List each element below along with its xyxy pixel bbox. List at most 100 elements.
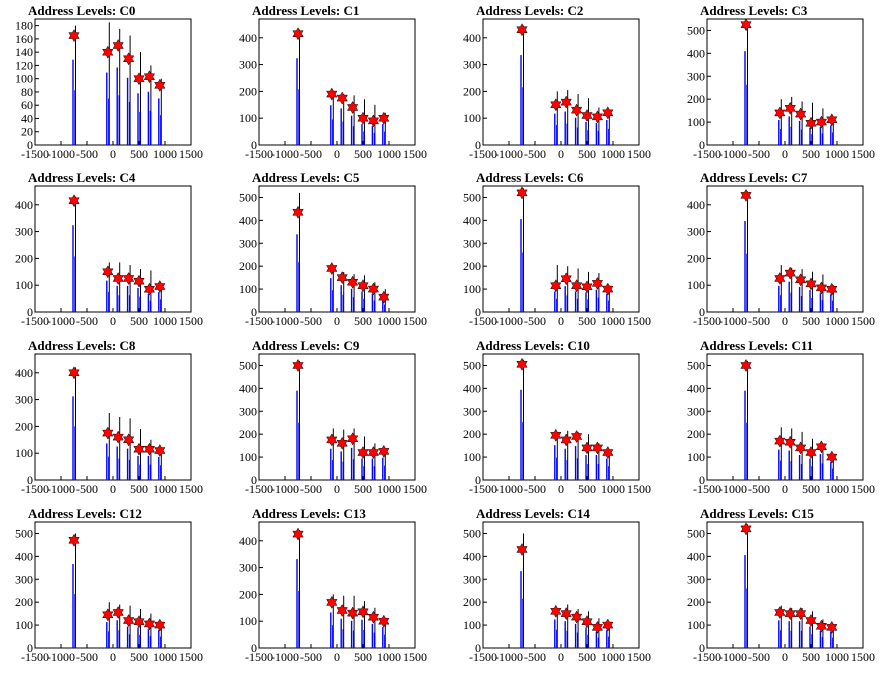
x-tick-label: 0 bbox=[782, 147, 788, 161]
y-tick-label: 0 bbox=[251, 641, 257, 655]
y-tick-label: 100 bbox=[687, 450, 705, 464]
x-tick-label: 1000 bbox=[601, 650, 625, 664]
peak-marker bbox=[805, 613, 817, 628]
y-tick-label: 200 bbox=[463, 84, 481, 98]
y-tick-label: 140 bbox=[15, 45, 33, 59]
peak-marker bbox=[826, 620, 838, 634]
x-tick-label: -500 bbox=[300, 147, 322, 161]
chart-title: Address Levels: C10 bbox=[476, 338, 590, 353]
x-tick-label: -1500 bbox=[21, 482, 49, 496]
chart-panel: Address Levels: C1 0 100 200 300 400 -1500-100… bbox=[239, 3, 427, 161]
peak-marker bbox=[367, 610, 380, 624]
x-tick-label: 1500 bbox=[851, 147, 875, 161]
peak-marker bbox=[581, 441, 593, 455]
y-tick-label: 80 bbox=[21, 85, 33, 99]
peak-marker bbox=[740, 522, 752, 536]
peak-marker bbox=[367, 445, 380, 460]
plot-frame bbox=[482, 18, 640, 146]
peak-marker bbox=[805, 445, 817, 460]
y-tick-label: 0 bbox=[27, 473, 33, 487]
peak-marker bbox=[378, 614, 390, 628]
y-tick-label: 500 bbox=[239, 190, 257, 204]
chart-panel: Address Levels: C00204060801001201401601… bbox=[15, 3, 203, 161]
y-tick-label: 100 bbox=[15, 446, 33, 460]
peak-marker bbox=[805, 277, 817, 291]
peak-marker bbox=[143, 442, 156, 456]
y-tick-label: 200 bbox=[463, 427, 481, 441]
x-tick-label: 1500 bbox=[851, 314, 875, 328]
peak-marker bbox=[740, 18, 752, 32]
y-tick-label: 300 bbox=[239, 404, 257, 418]
peak-marker bbox=[378, 290, 390, 304]
x-tick-label: 500 bbox=[354, 314, 372, 328]
x-tick-label: -1500 bbox=[245, 650, 273, 664]
y-tick-label: 200 bbox=[687, 595, 705, 609]
x-tick-label: -500 bbox=[748, 482, 770, 496]
y-tick-label: 200 bbox=[15, 251, 33, 265]
x-tick-label: 1000 bbox=[825, 314, 849, 328]
x-tick-label: -1000 bbox=[495, 314, 523, 328]
x-tick-label: -500 bbox=[748, 314, 770, 328]
x-tick-label: 0 bbox=[334, 482, 340, 496]
peak-marker bbox=[581, 108, 593, 123]
x-tick-label: 500 bbox=[802, 650, 820, 664]
plot-frame bbox=[258, 18, 416, 146]
x-tick-label: 0 bbox=[782, 482, 788, 496]
plot-frame bbox=[706, 185, 864, 313]
peak-marker bbox=[68, 366, 80, 380]
peak-marker bbox=[357, 445, 369, 460]
peak-marker bbox=[102, 265, 114, 279]
x-tick-label: -1000 bbox=[719, 482, 747, 496]
x-tick-label: 0 bbox=[558, 147, 564, 161]
peak-marker bbox=[602, 445, 614, 460]
y-tick-label: 300 bbox=[463, 58, 481, 72]
peak-marker bbox=[292, 205, 304, 219]
x-tick-label: 500 bbox=[578, 147, 596, 161]
y-tick-label: 200 bbox=[15, 419, 33, 433]
x-tick-label: 0 bbox=[558, 482, 564, 496]
x-tick-label: 500 bbox=[802, 314, 820, 328]
x-tick-label: 1000 bbox=[377, 650, 401, 664]
peak-marker bbox=[112, 605, 124, 620]
peak-marker bbox=[367, 114, 380, 128]
peak-marker bbox=[346, 432, 359, 446]
y-tick-label: 0 bbox=[251, 138, 257, 152]
y-tick-label: 0 bbox=[475, 641, 481, 655]
x-tick-label: 0 bbox=[334, 314, 340, 328]
peak-marker bbox=[102, 608, 114, 622]
x-tick-label: -1500 bbox=[469, 314, 497, 328]
peak-marker bbox=[784, 435, 796, 449]
plot-frame bbox=[258, 185, 416, 313]
x-tick-label: -1500 bbox=[469, 650, 497, 664]
y-tick-label: 200 bbox=[463, 595, 481, 609]
x-tick-label: -1500 bbox=[693, 314, 721, 328]
y-tick-label: 400 bbox=[463, 381, 481, 395]
y-tick-label: 0 bbox=[699, 138, 705, 152]
y-tick-label: 100 bbox=[239, 282, 257, 296]
y-tick-label: 500 bbox=[687, 358, 705, 372]
peak-marker bbox=[560, 272, 572, 286]
x-tick-label: 1000 bbox=[153, 482, 177, 496]
plot-frame bbox=[482, 185, 640, 313]
y-tick-label: 400 bbox=[463, 31, 481, 45]
x-tick-label: 1000 bbox=[601, 147, 625, 161]
chart-title: Address Levels: C9 bbox=[252, 338, 360, 353]
x-tick-label: 1500 bbox=[851, 650, 875, 664]
peak-marker bbox=[102, 426, 114, 440]
peak-marker bbox=[378, 111, 390, 125]
y-tick-label: 300 bbox=[463, 236, 481, 250]
x-tick-label: -1500 bbox=[245, 314, 273, 328]
peak-marker bbox=[516, 186, 528, 200]
chart-title: Address Levels: C1 bbox=[252, 3, 359, 18]
x-tick-label: 1500 bbox=[403, 650, 427, 664]
peak-marker bbox=[784, 101, 796, 115]
y-tick-label: 0 bbox=[699, 641, 705, 655]
plot-frame bbox=[706, 353, 864, 481]
peak-marker bbox=[774, 106, 786, 120]
peak-marker bbox=[336, 603, 348, 618]
peak-marker bbox=[774, 434, 786, 448]
chart-title: Address Levels: C15 bbox=[700, 506, 814, 521]
y-tick-label: 100 bbox=[15, 72, 33, 86]
peak-marker bbox=[591, 276, 604, 290]
y-tick-label: 160 bbox=[15, 32, 33, 46]
